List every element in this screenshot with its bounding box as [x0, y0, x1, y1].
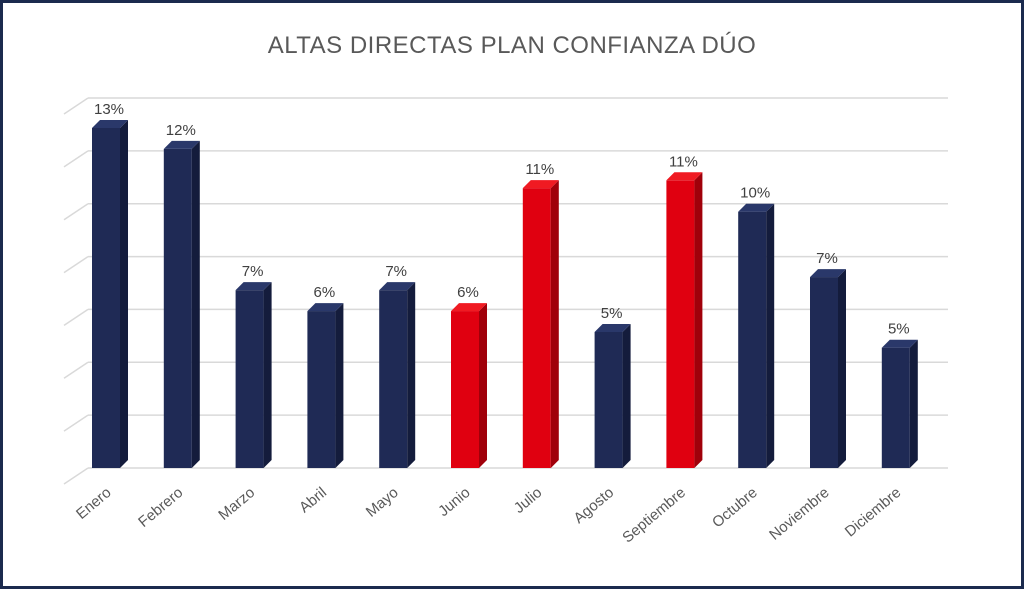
bar-top	[379, 282, 416, 291]
bar-front	[451, 311, 479, 468]
bar-front	[738, 211, 767, 468]
bar-front	[810, 277, 838, 468]
bar-side	[838, 269, 846, 468]
bar-noviembre	[810, 269, 846, 468]
data-label: 7%	[242, 263, 264, 280]
data-label: 6%	[457, 284, 479, 301]
data-label: 10%	[740, 185, 770, 202]
bar-side	[407, 282, 416, 468]
bar-front	[522, 188, 551, 468]
bar-top	[810, 269, 846, 278]
data-label: 12%	[166, 122, 196, 139]
bar-top	[738, 203, 775, 212]
bar-agosto	[594, 324, 631, 468]
bar-front	[92, 128, 120, 468]
bar-diciembre	[881, 339, 918, 468]
gridline-depth	[63, 203, 89, 221]
gridline-depth	[63, 97, 89, 115]
data-label: 7%	[385, 263, 407, 280]
bar-front	[163, 148, 192, 468]
bar-side	[550, 180, 559, 468]
bar-top	[92, 120, 128, 128]
bar-front	[379, 290, 408, 468]
data-label: 7%	[816, 250, 838, 267]
bar-front	[235, 290, 264, 468]
bar-top	[594, 324, 631, 332]
x-tick-label: Enero	[73, 484, 115, 523]
x-tick-label: Junio	[435, 484, 473, 520]
bar-top	[522, 180, 559, 189]
x-tick-label: Diciembre	[842, 484, 905, 540]
chart-title: ALTAS DIRECTAS PLAN CONFIANZA DÚO	[267, 32, 757, 59]
bar-febrero	[163, 140, 200, 468]
bar-front	[666, 180, 695, 469]
bar-side	[694, 172, 703, 469]
gridline-depth	[63, 308, 89, 327]
gridline-depth	[63, 467, 89, 485]
bar-marzo	[235, 282, 272, 468]
gridline-depth	[63, 414, 89, 432]
bar-side	[335, 303, 344, 468]
data-label: 5%	[601, 305, 623, 322]
bar-front	[307, 311, 336, 468]
bar-octubre	[738, 203, 775, 468]
x-tick-label: Mayo	[363, 484, 402, 521]
x-tick-label: Septiembre	[619, 484, 689, 546]
bar-julio	[522, 180, 559, 468]
data-label: 5%	[888, 321, 910, 338]
bar-front	[594, 332, 623, 468]
x-tick-label: Marzo	[215, 484, 258, 524]
bar-side	[191, 140, 200, 468]
x-tick-label: Noviembre	[766, 484, 832, 544]
bar-side	[622, 324, 631, 468]
bar-side	[766, 203, 775, 468]
data-label: 11%	[669, 153, 698, 170]
bar-side	[120, 120, 128, 468]
x-tick-label: Febrero	[135, 484, 186, 531]
bar-septiembre	[666, 172, 703, 469]
bar-top	[235, 282, 272, 291]
data-label: 6%	[314, 284, 336, 301]
bar-top	[163, 140, 200, 149]
bar-top	[307, 303, 344, 312]
bar-front	[881, 347, 910, 468]
data-label: 13%	[94, 101, 124, 118]
x-tick-label: Julio	[511, 484, 546, 517]
bar-top	[881, 339, 918, 348]
bar-mayo	[379, 282, 416, 468]
x-tick-label: Abril	[296, 484, 330, 516]
bar-top	[451, 303, 487, 312]
x-tick-label: Agosto	[570, 484, 617, 527]
bar-side	[909, 339, 918, 468]
x-tick-label: Octubre	[709, 484, 761, 531]
bar-top	[666, 172, 703, 181]
data-label: 11%	[525, 161, 554, 178]
gridline-depth	[63, 150, 89, 168]
bar-side	[263, 282, 272, 468]
bar-side	[479, 303, 487, 468]
bar-enero	[92, 120, 128, 468]
gridline-depth	[63, 255, 89, 274]
bar-junio	[451, 303, 487, 468]
bar-abril	[307, 303, 344, 468]
gridline-depth	[63, 361, 89, 379]
